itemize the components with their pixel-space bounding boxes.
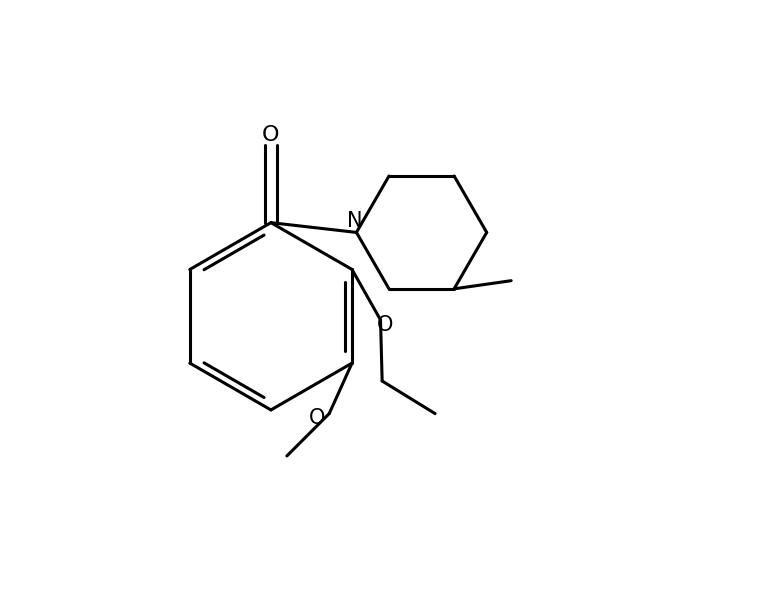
Text: O: O — [309, 407, 325, 428]
Text: N: N — [347, 211, 363, 231]
Text: O: O — [262, 125, 279, 145]
Text: O: O — [377, 315, 393, 335]
